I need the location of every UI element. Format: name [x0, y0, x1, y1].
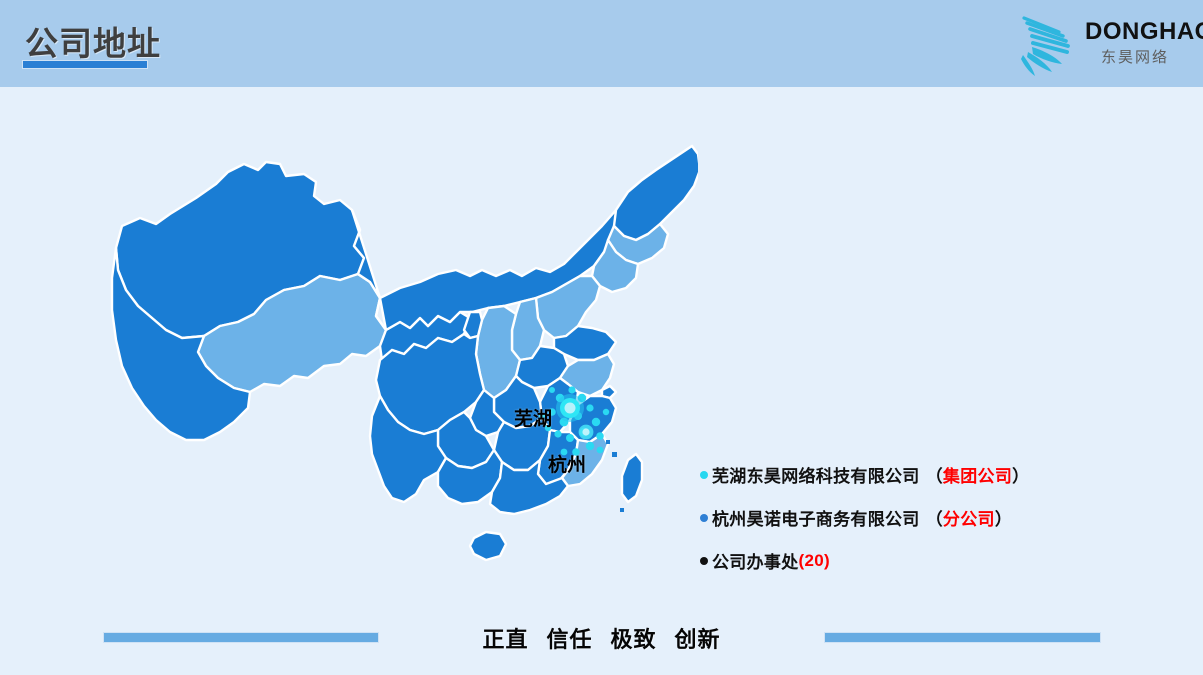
legend-bullet-blue-icon — [700, 513, 708, 522]
slogan-word-3: 极致 — [610, 627, 657, 652]
map-legend: 芜湖东昊网络科技有限公司 （集团公司） 杭州昊诺电子商务有限公司 （分公司） 公… — [700, 462, 1130, 573]
province-hebei — [534, 274, 602, 340]
slogan-word-2: 信任 — [546, 627, 593, 652]
feather-fan-icon — [1015, 10, 1087, 76]
legend-tag-open-0: （ — [925, 467, 943, 486]
legend-label-offices: 公司办事处 — [712, 553, 799, 572]
china-map-svg — [110, 144, 698, 562]
province-guangdong — [488, 458, 570, 516]
legend-tag-open-1: （ — [925, 510, 943, 529]
province-qinghai — [110, 246, 252, 442]
slogan-word-1: 正直 — [482, 627, 529, 652]
legend-item-branch: 杭州昊诺电子商务有限公司 （分公司） — [700, 505, 1130, 530]
legend-tag-red-0: 集团公司 — [942, 467, 1013, 486]
province-taiwan — [620, 452, 644, 504]
china-map: 芜湖 杭州 — [108, 140, 698, 610]
hq-marker-wuhu — [556, 394, 584, 422]
province-hainan — [468, 530, 508, 562]
brand-logo: DONGHAO 东昊网络 — [1015, 8, 1203, 80]
footer-slogan: 正直 信任 极致 创新 — [0, 622, 1203, 654]
map-label-wuhu: 芜湖 — [514, 409, 553, 430]
legend-tag-red-1: 分公司 — [942, 510, 995, 529]
legend-tag-branch: （分公司） — [926, 505, 1013, 530]
page-title: 公司地址 — [25, 25, 161, 62]
legend-item-offices: 公司办事处 (20) — [700, 548, 1130, 573]
legend-label-branch: 杭州昊诺电子商务有限公司 — [712, 510, 920, 529]
slide-header: 公司地址 — [0, 0, 1203, 87]
legend-bullet-cyan-icon — [700, 470, 708, 479]
footer-bar-left — [103, 632, 379, 643]
brand-name-cn: 东昊网络 — [1100, 49, 1169, 66]
legend-offices-count: (20) — [798, 550, 830, 570]
title-underline-accent — [22, 60, 148, 69]
legend-tag-close-1: ） — [994, 510, 1013, 529]
legend-tag-close-0: ） — [1012, 467, 1030, 486]
branch-marker-hangzhou — [578, 424, 594, 440]
legend-item-headquarters: 芜湖东昊网络科技有限公司 （集团公司） — [700, 462, 1130, 487]
legend-bullet-black-icon — [700, 556, 708, 565]
footer-bar-right — [824, 632, 1101, 643]
legend-label-headquarters: 芜湖东昊网络科技有限公司 — [712, 467, 920, 486]
province-yunnan — [368, 394, 448, 504]
island-dots — [606, 440, 624, 512]
slogan-word-4: 创新 — [674, 627, 721, 652]
map-label-hangzhou: 杭州 — [548, 455, 587, 476]
brand-logo-text: DONGHAO 东昊网络 — [1085, 18, 1203, 66]
brand-name-en: DONGHAO — [1085, 18, 1203, 45]
legend-tag-headquarters: （集团公司） — [926, 462, 1030, 487]
